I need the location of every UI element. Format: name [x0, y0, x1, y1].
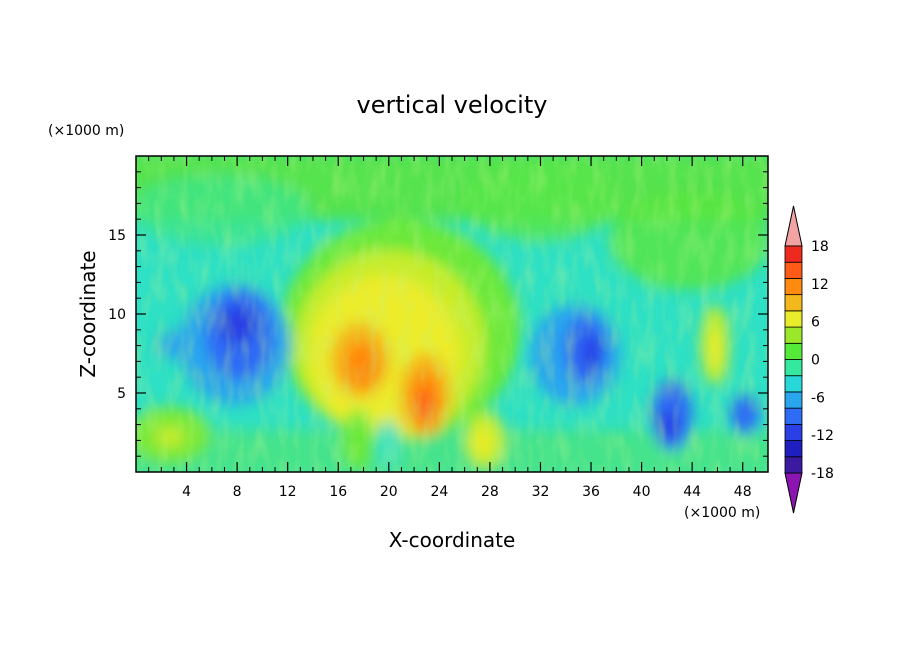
- colorbar-segment: [784, 440, 803, 458]
- x-axis-label: X-coordinate: [389, 528, 516, 552]
- colorbar-segment: [784, 326, 803, 344]
- colorbar-extend-top: [784, 205, 803, 247]
- x-tick-label: 8: [233, 484, 242, 500]
- colorbar-segment: [784, 423, 803, 441]
- y-tick-label: 15: [108, 228, 126, 244]
- y-axis-label: Z-coordinate: [76, 250, 100, 377]
- x-ticks: 4 8 12 16 20 24 28 32 36 40 44 48: [148, 156, 756, 500]
- x-tick-label: 32: [532, 484, 550, 500]
- colorbar-segment: [784, 391, 803, 409]
- colorbar-segment: [784, 456, 803, 474]
- colorbar-extend-bottom: [784, 472, 803, 514]
- colorbar-segment: [784, 294, 803, 312]
- colorbar-segment: [784, 245, 803, 263]
- colorbar-segment: [784, 278, 803, 296]
- x-tick-label: 44: [683, 484, 701, 500]
- colorbar: 18 12 6 0 -6 -12 -18: [784, 205, 834, 514]
- y-tick-label: 10: [108, 307, 126, 323]
- colorbar-segment: [784, 342, 803, 360]
- x-tick-label: 24: [430, 484, 448, 500]
- y-tick-label: 5: [117, 386, 126, 402]
- x-tick-label: 36: [582, 484, 600, 500]
- y-unit-label: (×1000 m): [48, 123, 124, 139]
- colorbar-label: 18: [811, 239, 829, 255]
- colorbar-label: 0: [811, 353, 820, 369]
- x-tick-label: 48: [734, 484, 752, 500]
- x-tick-label: 40: [633, 484, 651, 500]
- colorbar-segment: [784, 261, 803, 279]
- x-unit-label: (×1000 m): [684, 505, 760, 521]
- heatmap-field: [136, 156, 768, 472]
- colorbar-segment: [784, 359, 803, 377]
- x-tick-label: 28: [481, 484, 499, 500]
- colorbar-segment: [784, 375, 803, 393]
- y-ticks: 5 10 15: [108, 171, 768, 457]
- colorbar-segment: [784, 310, 803, 328]
- colorbar-label: -18: [811, 466, 834, 482]
- colorbar-label: 12: [811, 277, 829, 293]
- colorbar-label: 6: [811, 315, 820, 331]
- colorbar-label: -6: [811, 390, 825, 406]
- field-texture: [136, 156, 768, 472]
- chart-title: vertical velocity: [357, 91, 548, 119]
- plot-frame: [135, 155, 769, 473]
- colorbar-label: -12: [811, 428, 834, 444]
- x-tick-label: 16: [329, 484, 347, 500]
- x-tick-label: 20: [380, 484, 398, 500]
- x-tick-label: 12: [279, 484, 297, 500]
- x-tick-label: 4: [182, 484, 191, 500]
- colorbar-segment: [784, 407, 803, 425]
